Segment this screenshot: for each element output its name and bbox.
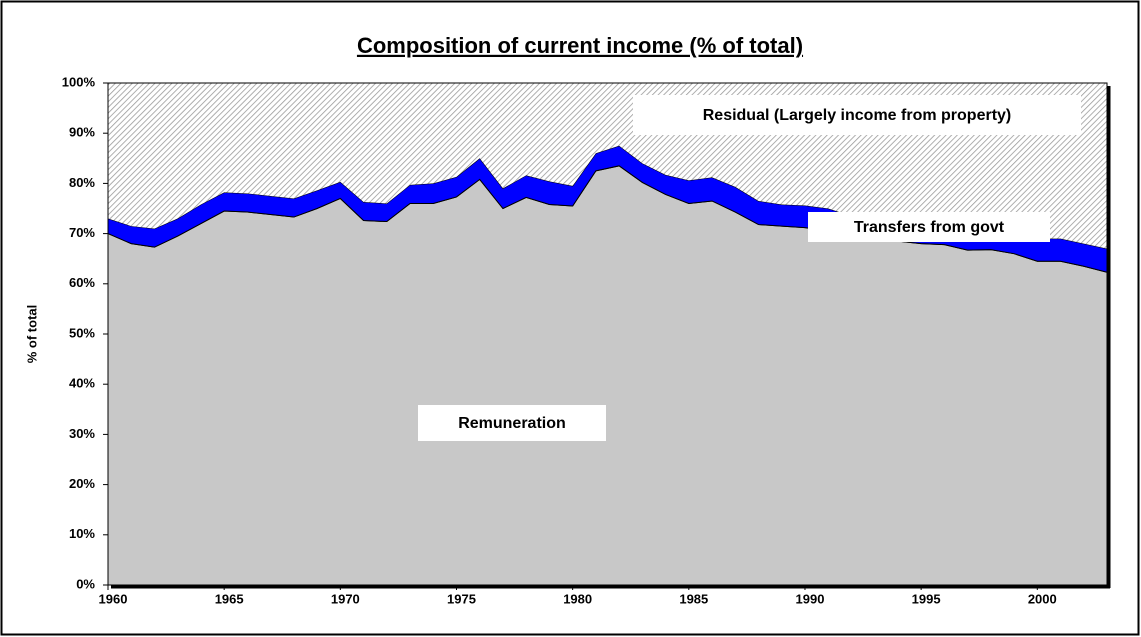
y-tick-label: 10% <box>69 526 95 541</box>
y-tick-label: 30% <box>69 426 95 441</box>
x-tick-label: 1990 <box>796 591 825 606</box>
x-tick-label: 1970 <box>331 591 360 606</box>
x-tick-label: 2000 <box>1028 591 1057 606</box>
chart-title: Composition of current income (% of tota… <box>357 33 803 58</box>
y-tick-label: 50% <box>69 325 95 340</box>
x-tick-label: 1975 <box>447 591 476 606</box>
x-tick-label: 1960 <box>99 591 128 606</box>
series-label: Transfers from govt <box>854 219 1005 236</box>
series-label: Residual (Largely income from property) <box>703 107 1012 124</box>
y-axis-label: % of total <box>24 305 39 364</box>
y-tick-label: 90% <box>69 125 95 140</box>
y-tick-label: 0% <box>76 576 95 591</box>
x-tick-label: 1980 <box>563 591 592 606</box>
label-box <box>808 212 1050 242</box>
x-tick-label: 1965 <box>215 591 244 606</box>
y-tick-label: 100% <box>62 74 96 89</box>
y-tick-label: 80% <box>69 175 95 190</box>
x-tick-label: 1985 <box>679 591 708 606</box>
y-tick-label: 70% <box>69 225 95 240</box>
label-box <box>418 405 606 441</box>
series-label: Remuneration <box>458 415 566 432</box>
y-tick-label: 40% <box>69 376 95 391</box>
y-tick-label: 20% <box>69 476 95 491</box>
y-tick-label: 60% <box>69 275 95 290</box>
x-tick-label: 1995 <box>912 591 941 606</box>
label-box <box>633 95 1081 135</box>
